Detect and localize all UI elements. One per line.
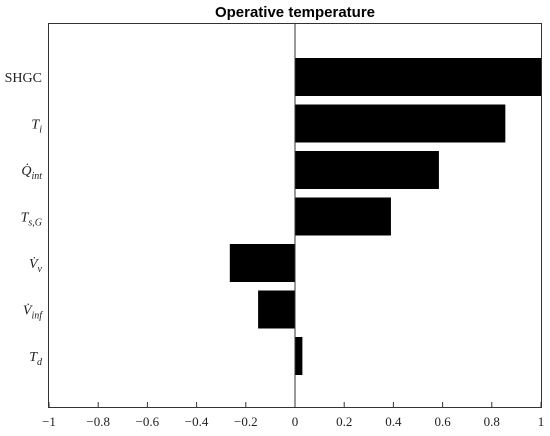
bar (258, 290, 295, 329)
x-tick-label: −0.2 (234, 414, 258, 429)
bar (295, 104, 506, 143)
x-tick-label: −0.4 (185, 414, 209, 429)
x-tick-label: 0.2 (336, 414, 352, 429)
plot-frame (48, 23, 542, 408)
x-tick-label: 1 (538, 414, 545, 429)
y-category-label: SHGC (5, 71, 42, 86)
x-tick-label: −1 (42, 414, 56, 429)
bar (295, 151, 439, 189)
y-category-label: V̇inf (23, 302, 43, 321)
y-category-label: V̇v (29, 256, 43, 275)
y-category-label: Q̇int (21, 163, 42, 182)
y-category-label: Ti (31, 118, 42, 136)
x-tick-label: −0.8 (86, 414, 110, 429)
x-tick-label: 0.4 (385, 414, 402, 429)
x-tick-label: 0 (292, 414, 299, 429)
bars-group (229, 58, 541, 375)
bar (295, 58, 541, 96)
x-tick-label: 0.8 (484, 414, 500, 429)
bar (295, 337, 303, 375)
x-tick-label: −0.6 (136, 414, 160, 429)
y-axis-labels: SHGC Ti Q̇int Ts,G V̇v V̇inf Td (5, 71, 44, 368)
y-category-label: Td (29, 350, 43, 368)
bar (229, 244, 295, 282)
x-axis-ticks: −1 −0.8 −0.6 −0.4 −0.2 0 0.2 0.4 0.6 0.8 1 (42, 402, 544, 429)
bar (295, 197, 391, 236)
chart-title: Operative temperature (215, 4, 375, 21)
x-tick-label: 0.6 (434, 414, 451, 429)
y-category-label: Ts,G (21, 211, 42, 229)
